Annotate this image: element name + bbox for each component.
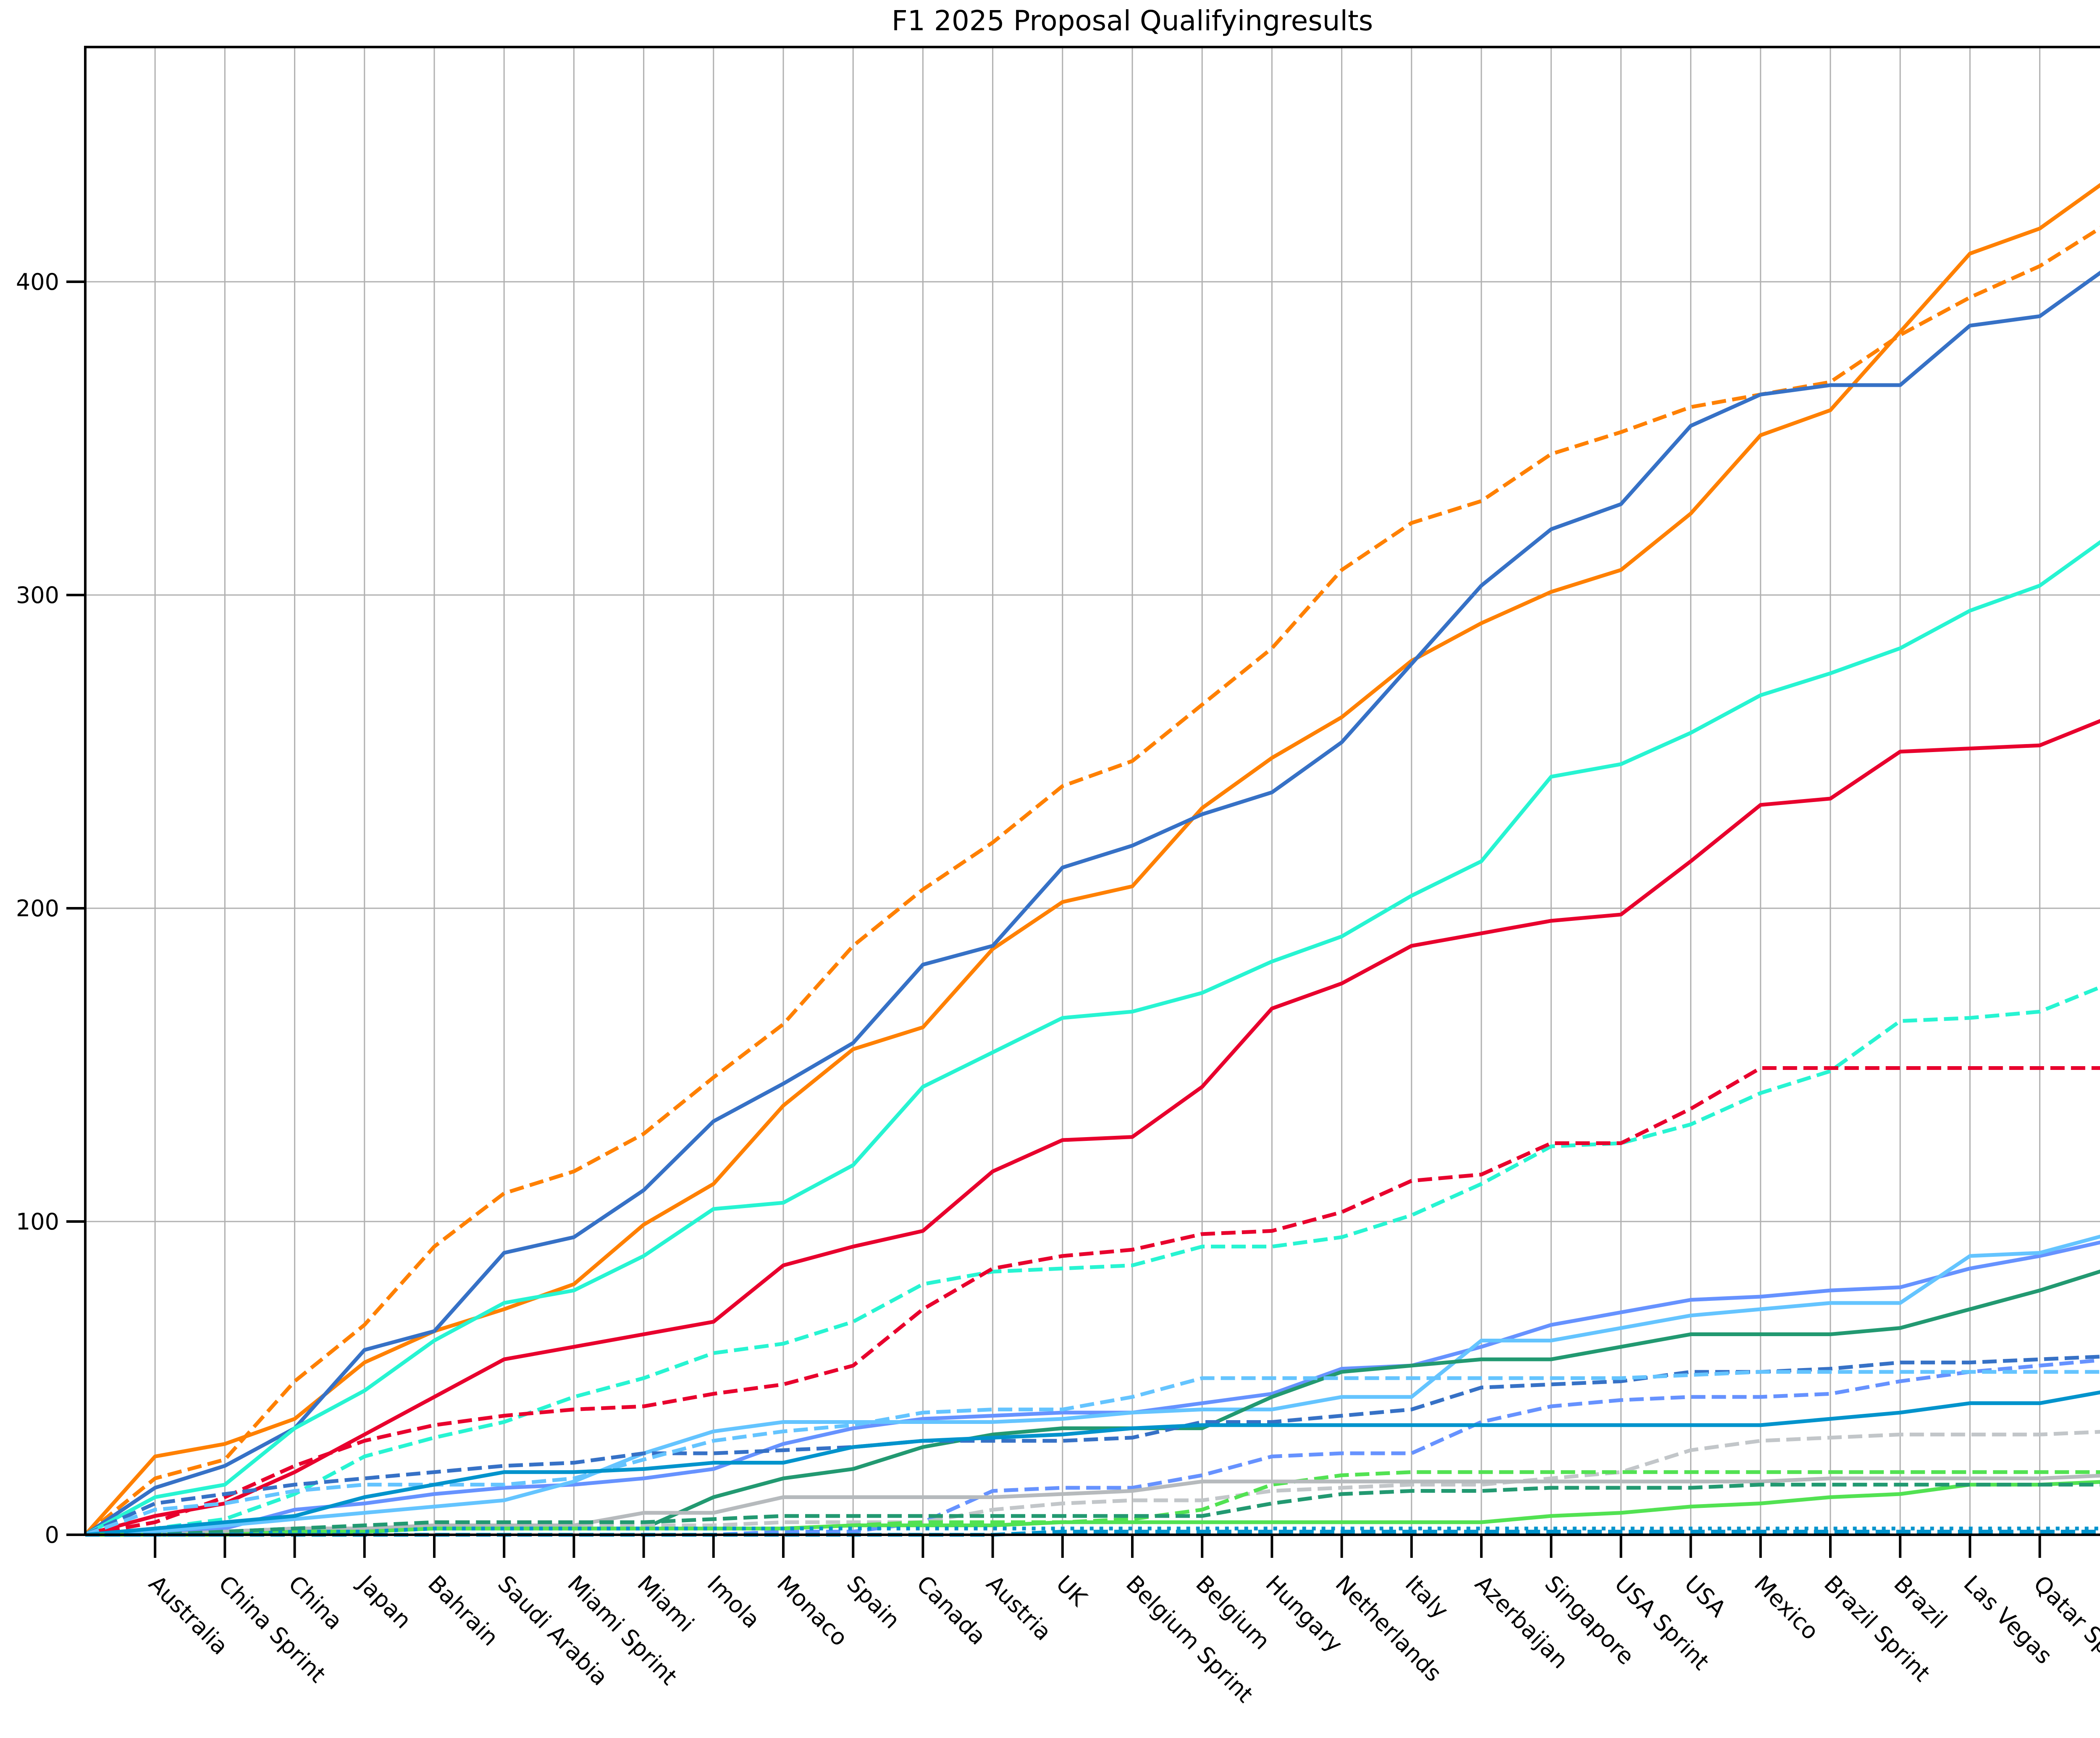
series-line-Doo bbox=[85, 1526, 2100, 1537]
y-tick-label: 300 bbox=[16, 582, 59, 608]
x-tick-label: Canada bbox=[911, 1570, 991, 1650]
series-line-Sai bbox=[85, 1235, 2100, 1537]
series-line-Tsu bbox=[84, 1355, 2100, 1537]
x-tick-label: Bahrain bbox=[423, 1570, 504, 1651]
x-tick-label: Spain bbox=[842, 1570, 905, 1634]
grid-layer bbox=[85, 47, 2100, 1536]
series-line-Ver bbox=[84, 270, 2100, 1536]
x-tick-label: Austria bbox=[981, 1570, 1056, 1646]
y-tick-label: 400 bbox=[16, 269, 59, 295]
series-line-Law bbox=[85, 1358, 2100, 1537]
x-tick-label: Qatar Sprint bbox=[2028, 1570, 2100, 1687]
series-line-Ant bbox=[85, 985, 2100, 1537]
y-tick-label: 0 bbox=[45, 1522, 59, 1548]
x-tick-label: Hungary bbox=[1260, 1570, 1348, 1658]
plot-border bbox=[84, 46, 2100, 1536]
x-tick-label: UK bbox=[1051, 1570, 1093, 1612]
series-line-Bea bbox=[85, 1430, 2100, 1537]
series-line-Gas bbox=[85, 1390, 2100, 1537]
series-line-Lec bbox=[84, 719, 2100, 1537]
y-tick-label: 200 bbox=[16, 895, 59, 922]
x-tick-label: Belgium Sprint bbox=[1121, 1570, 1258, 1708]
series-line-Nor bbox=[84, 183, 2100, 1536]
axes-layer bbox=[66, 46, 2100, 1558]
chart-title: F1 2025 Proposal Qualifyingresults bbox=[892, 5, 1373, 37]
x-tick-label: China bbox=[283, 1570, 348, 1635]
series-line-Rus bbox=[84, 540, 2100, 1536]
x-tick-label: Mexico bbox=[1749, 1570, 1824, 1645]
series-line-Pia bbox=[84, 226, 2100, 1536]
x-tick-label: Imola bbox=[702, 1570, 765, 1633]
series-line-Bor bbox=[85, 1470, 2100, 1537]
series-line-Oco bbox=[85, 1473, 2100, 1537]
x-tick-label: Monaco bbox=[772, 1570, 853, 1651]
x-tick-label: Miami bbox=[632, 1570, 699, 1637]
y-tick-label: 100 bbox=[16, 1208, 59, 1235]
x-tick-label: Brazil bbox=[1889, 1570, 1952, 1634]
x-tick-label: Japan bbox=[352, 1570, 416, 1634]
x-tick-label: USA bbox=[1679, 1570, 1731, 1623]
x-tick-label: Italy bbox=[1400, 1570, 1454, 1624]
series-line-Ham bbox=[85, 1066, 2100, 1537]
series-layer bbox=[84, 183, 2100, 1537]
